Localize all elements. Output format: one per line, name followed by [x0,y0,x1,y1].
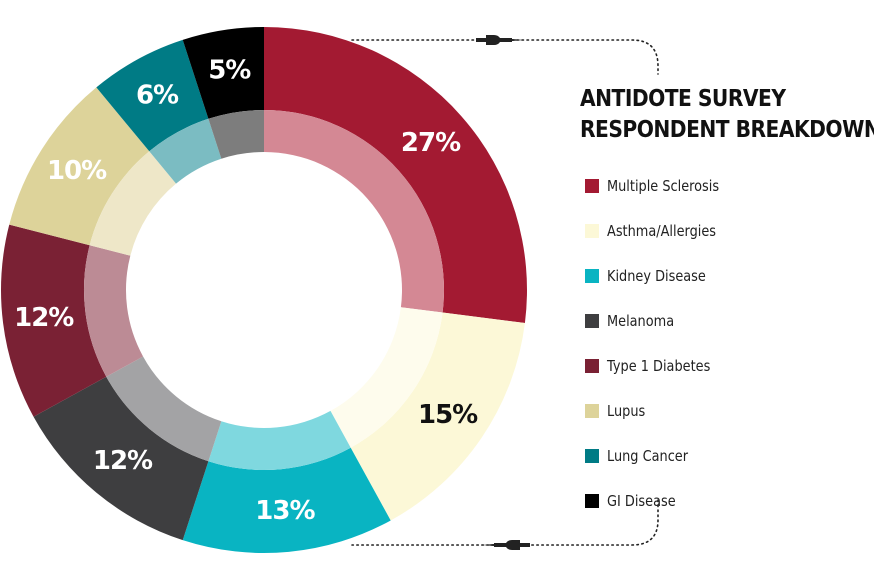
legend-label: Multiple Sclerosis [607,176,720,195]
slice-label-type-1-diabetes: 12% [14,303,74,333]
legend-label: Type 1 Diabetes [607,356,711,375]
legend-label: Asthma/Allergies [607,221,717,240]
legend-label: Kidney Disease [607,266,706,285]
inner-slice-lung-cancer [149,118,222,184]
inner-slice-asthma-allergies [330,307,443,448]
legend-swatch [585,223,599,238]
slice-asthma-allergies [350,312,525,521]
bottom-connector [351,499,659,546]
slice-label-lung-cancer: 6% [136,80,179,110]
legend-item-gi-disease: GI Disease [585,478,737,523]
legend-item-kidney-disease: Kidney Disease [585,253,737,298]
slice-label-melanoma: 12% [93,446,153,476]
slice-lung-cancer [96,39,209,152]
legend-item-type-1-diabetes: Type 1 Diabetes [585,343,737,388]
legend-swatch [585,493,599,508]
legend-label: Melanoma [607,311,675,330]
inner-slice-multiple-sclerosis [264,110,445,313]
slice-kidney-disease [182,447,391,553]
dart-icon [482,540,530,550]
slice-melanoma [33,376,209,541]
legend-swatch [585,358,599,373]
inner-slice-kidney-disease [208,410,351,471]
legend-label: Lupus [607,401,646,420]
legend-item-melanoma: Melanoma [585,298,737,343]
dart-icon [476,35,524,45]
slice-label-asthma-allergies: 15% [418,400,478,430]
slice-type-1-diabetes [1,224,107,417]
legend-swatch [585,268,599,283]
legend-swatch [585,403,599,418]
slice-label-multiple-sclerosis: 27% [401,128,461,158]
legend-swatch [585,178,599,193]
outer-ring [1,27,527,553]
top-connector [351,39,659,75]
legend-item-lung-cancer: Lung Cancer [585,433,737,478]
legend-label: GI Disease [607,491,676,510]
slice-label-gi-disease: 5% [208,56,251,86]
legend-item-asthma-allergies: Asthma/Allergies [585,208,737,253]
legend-swatch [585,313,599,328]
slice-multiple-sclerosis [264,27,527,323]
legend-label: Lung Cancer [607,446,689,465]
slice-label-kidney-disease: 13% [255,496,315,526]
slice-gi-disease [182,27,264,119]
chart-title: ANTIDOTE SURVEY RESPONDENT BREAKDOWN [580,84,874,146]
chart-title-line: ANTIDOTE SURVEY [580,86,786,112]
slice-lupus [9,87,150,246]
legend-item-lupus: Lupus [585,388,737,433]
inner-slice-type-1-diabetes [84,245,144,377]
slice-labels: 27% 15% 13% 12% 12% 10% 6% 5% [14,56,479,526]
chart-legend: Multiple Sclerosis Asthma/Allergies Kidney… [585,163,737,523]
inner-slice-melanoma [106,356,222,462]
chart-title-line: RESPONDENT BREAKDOWN [580,117,874,143]
legend-item-multiple-sclerosis: Multiple Sclerosis [585,163,737,208]
slice-label-lupus: 10% [47,156,107,186]
legend-swatch [585,448,599,463]
inner-slice-gi-disease [208,110,264,159]
inner-ring [84,110,445,471]
inner-slice-lupus [89,151,177,256]
